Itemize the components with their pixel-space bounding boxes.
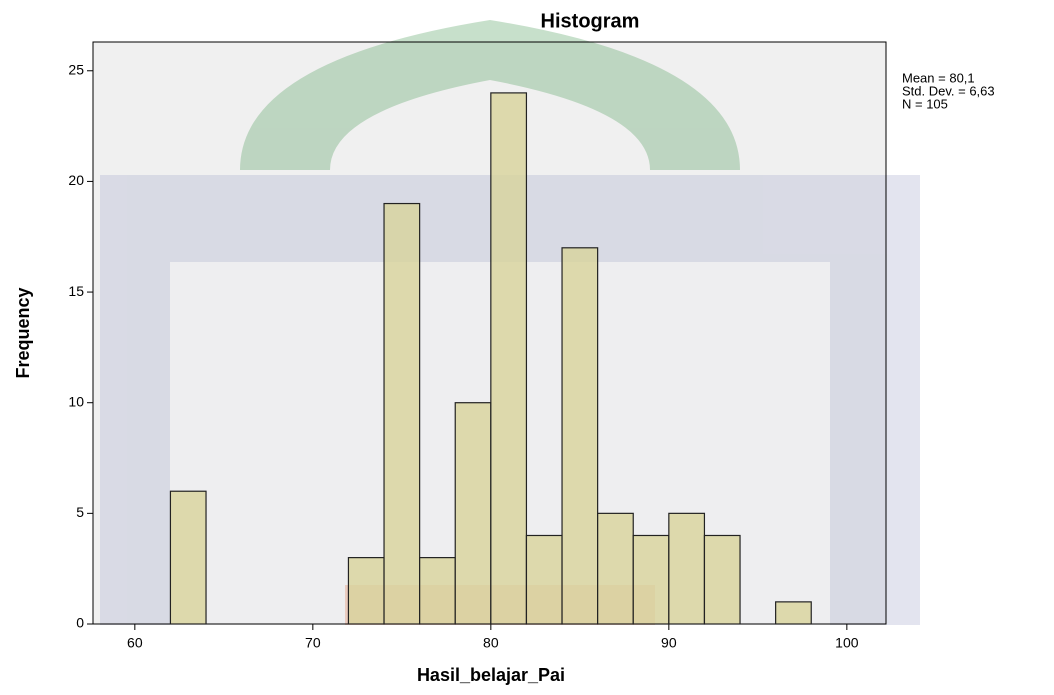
bar [170, 491, 206, 624]
bar [384, 204, 420, 624]
x-axis-label: Hasil_belajar_Pai [417, 665, 565, 685]
x-tick-label: 100 [835, 635, 859, 651]
y-tick-label: 20 [68, 172, 84, 188]
bar [348, 558, 384, 624]
bar [633, 535, 669, 624]
y-tick-label: 25 [68, 61, 84, 77]
bar [526, 535, 562, 624]
bar [491, 93, 527, 624]
bar [704, 535, 740, 624]
bar [669, 513, 705, 624]
stat-annotation: N = 105 [902, 96, 948, 111]
chart: Histogram Hasil_belajar_Pai Frequency Me… [0, 0, 1054, 690]
bar [562, 248, 598, 624]
y-tick-label: 10 [68, 393, 84, 409]
bar [598, 513, 634, 624]
bar [455, 403, 491, 624]
bar [420, 558, 456, 624]
y-axis-label: Frequency [13, 287, 33, 378]
x-tick-label: 60 [127, 635, 143, 651]
bar [776, 602, 812, 624]
x-tick-label: 90 [661, 635, 677, 651]
y-tick-label: 15 [68, 283, 84, 299]
chart-title: Histogram [541, 10, 640, 32]
x-tick-label: 80 [483, 635, 499, 651]
y-tick-label: 5 [76, 504, 84, 520]
x-tick-label: 70 [305, 635, 321, 651]
y-tick-label: 0 [76, 615, 84, 631]
